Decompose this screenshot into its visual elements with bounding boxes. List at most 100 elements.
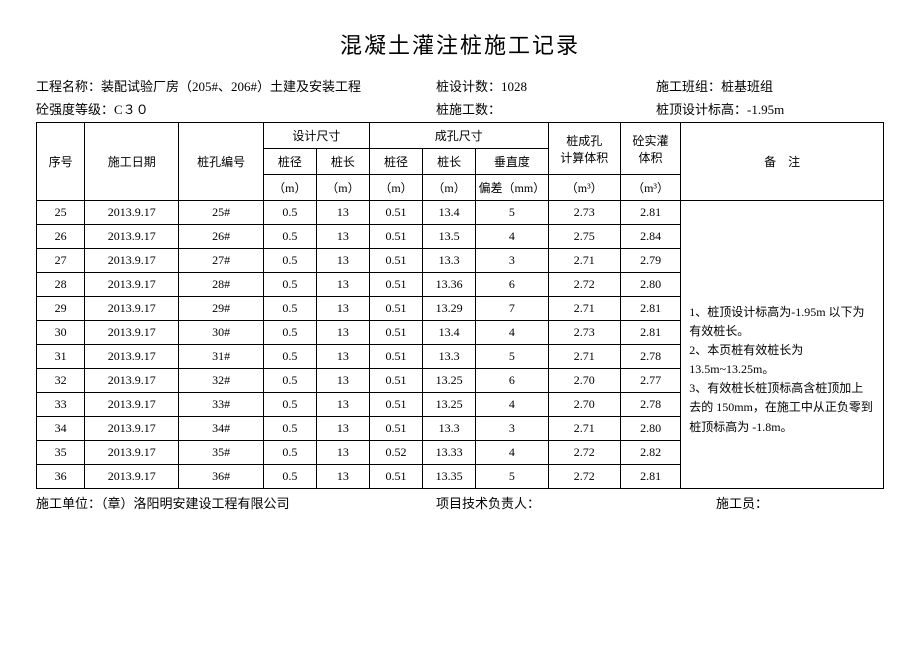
col-dd-unit: （m）	[263, 175, 316, 201]
col-dl-unit: （m）	[316, 175, 369, 201]
cell-al: 13.4	[423, 321, 476, 345]
cell-date: 2013.9.17	[85, 249, 179, 273]
proj-name: 装配试验厂房（205#、206#）土建及安装工程	[101, 79, 361, 94]
cell-vc: 2.78	[620, 393, 680, 417]
cell-date: 2013.9.17	[85, 321, 179, 345]
cell-hole: 34#	[179, 417, 263, 441]
page-title: 混凝土灌注桩施工记录	[36, 28, 884, 60]
header-row-1: 工程名称：装配试验厂房（205#、206#）土建及安装工程 桩设计数：1028 …	[36, 76, 884, 95]
table-row: 292013.9.1729#0.5130.5113.2972.712.811、桩…	[37, 297, 884, 321]
cell-vh: 2.70	[548, 393, 620, 417]
cell-vc: 2.80	[620, 417, 680, 441]
cell-dev: 3	[476, 417, 548, 441]
cell-hole: 25#	[179, 201, 263, 225]
col-vol-hole: 桩成孔计算体积	[548, 123, 620, 175]
col-dd: 桩径	[263, 149, 316, 175]
note-cell-blank	[681, 201, 884, 225]
col-note: 备 注	[681, 123, 884, 201]
cell-dd: 0.5	[263, 249, 316, 273]
col-dl: 桩长	[316, 149, 369, 175]
col-date: 施工日期	[85, 123, 179, 201]
cell-hole: 33#	[179, 393, 263, 417]
top-elev: -1.95m	[747, 102, 784, 117]
cell-hole: 26#	[179, 225, 263, 249]
cell-vh: 2.71	[548, 249, 620, 273]
cell-ad: 0.51	[369, 417, 422, 441]
cell-al: 13.3	[423, 417, 476, 441]
cell-hole: 30#	[179, 321, 263, 345]
cell-vc: 2.78	[620, 345, 680, 369]
cell-dev: 5	[476, 345, 548, 369]
cell-hole: 35#	[179, 441, 263, 465]
col-design-dim: 设计尺寸	[263, 123, 369, 149]
grade-label: 砼强度等级：	[36, 102, 114, 117]
cell-dev: 4	[476, 225, 548, 249]
worker-label: 施工员：	[716, 496, 768, 511]
cell-ad: 0.51	[369, 297, 422, 321]
cell-dl: 13	[316, 345, 369, 369]
cell-ad: 0.52	[369, 441, 422, 465]
cell-dl: 13	[316, 225, 369, 249]
cell-seq: 36	[37, 465, 85, 489]
cell-seq: 35	[37, 441, 85, 465]
cell-al: 13.36	[423, 273, 476, 297]
footer: 施工单位：（章）洛阳明安建设工程有限公司 项目技术负责人： 施工员：	[36, 493, 884, 512]
cell-al: 13.25	[423, 393, 476, 417]
cell-dd: 0.5	[263, 297, 316, 321]
col-al-unit: （m）	[423, 175, 476, 201]
cell-vc: 2.77	[620, 369, 680, 393]
cell-vh: 2.71	[548, 297, 620, 321]
cell-vc: 2.81	[620, 201, 680, 225]
unit: 洛阳明安建设工程有限公司	[134, 496, 290, 511]
col-al: 桩长	[423, 149, 476, 175]
cell-dev: 3	[476, 249, 548, 273]
cell-date: 2013.9.17	[85, 273, 179, 297]
cell-hole: 29#	[179, 297, 263, 321]
table-row: 272013.9.1727#0.5130.5113.332.712.79	[37, 249, 884, 273]
cell-ad: 0.51	[369, 225, 422, 249]
cell-al: 13.29	[423, 297, 476, 321]
cell-date: 2013.9.17	[85, 441, 179, 465]
cell-al: 13.35	[423, 465, 476, 489]
cell-dd: 0.5	[263, 201, 316, 225]
design-count: 1028	[501, 79, 527, 94]
cell-dl: 13	[316, 369, 369, 393]
proj-label: 工程名称：	[36, 79, 101, 94]
cell-date: 2013.9.17	[85, 417, 179, 441]
cell-dev: 4	[476, 321, 548, 345]
cell-dd: 0.5	[263, 225, 316, 249]
cell-date: 2013.9.17	[85, 297, 179, 321]
cell-dd: 0.5	[263, 441, 316, 465]
cell-dev: 4	[476, 441, 548, 465]
col-actual-dim: 成孔尺寸	[369, 123, 548, 149]
cell-dl: 13	[316, 249, 369, 273]
cell-seq: 26	[37, 225, 85, 249]
cell-al: 13.3	[423, 249, 476, 273]
cell-vc: 2.84	[620, 225, 680, 249]
cell-vh: 2.71	[548, 417, 620, 441]
cell-vh: 2.75	[548, 225, 620, 249]
cell-al: 13.33	[423, 441, 476, 465]
cell-vc: 2.81	[620, 465, 680, 489]
cell-vc: 2.81	[620, 321, 680, 345]
cell-dev: 5	[476, 465, 548, 489]
tech-label: 项目技术负责人：	[436, 496, 540, 511]
table-row: 252013.9.1725#0.5130.5113.452.732.81	[37, 201, 884, 225]
cell-dl: 13	[316, 441, 369, 465]
cell-dev: 7	[476, 297, 548, 321]
cell-vh: 2.71	[548, 345, 620, 369]
cell-hole: 27#	[179, 249, 263, 273]
unit-label: 施工单位：（章）	[36, 496, 134, 511]
col-hole: 桩孔编号	[179, 123, 263, 201]
note-cell-blank	[681, 225, 884, 249]
cell-al: 13.3	[423, 345, 476, 369]
cell-vc: 2.79	[620, 249, 680, 273]
cell-al: 13.25	[423, 369, 476, 393]
crew: 桩基班组	[721, 79, 773, 94]
cell-seq: 25	[37, 201, 85, 225]
top-elev-label: 桩顶设计标高：	[656, 102, 747, 117]
cell-dd: 0.5	[263, 465, 316, 489]
col-vol-conc: 砼实灌体积	[620, 123, 680, 175]
note-cell: 1、桩顶设计标高为-1.95m 以下为有效桩长。 2、本页桩有效桩长为 13.5…	[681, 297, 884, 489]
header-row-2: 砼强度等级：C３０ 桩施工数： 桩顶设计标高：-1.95m	[36, 99, 884, 118]
